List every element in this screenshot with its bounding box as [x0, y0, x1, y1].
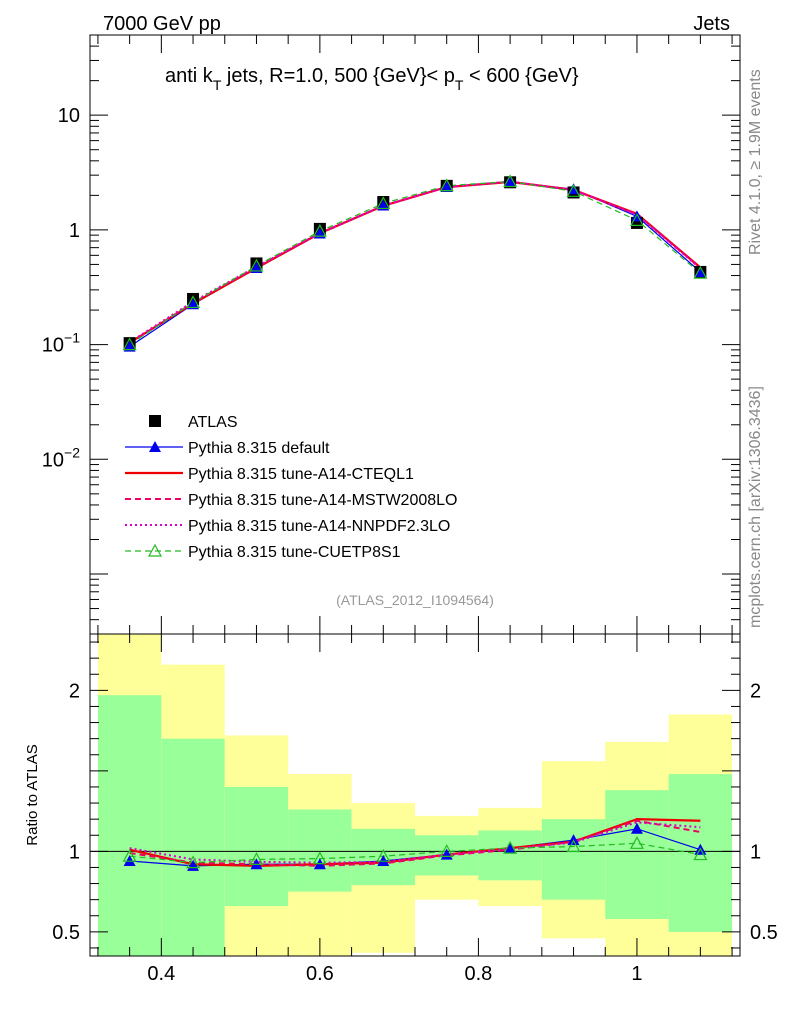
- main-point-cuetp8s1: [376, 196, 391, 210]
- ratio-y-tick-label: 2: [69, 680, 80, 702]
- ratio-point-cuetp8s1: [503, 840, 518, 854]
- y-tick-label: 10−2: [42, 444, 80, 471]
- ratio-point-cuetp8s1: [186, 855, 201, 869]
- title-part-a: anti k: [165, 65, 214, 87]
- main-point-cuetp8s1: [693, 265, 708, 279]
- ratio-y-tick-label: 1: [69, 841, 80, 863]
- ratio-point-default: [377, 855, 390, 867]
- title-sub-b: T: [455, 77, 464, 93]
- band-inner: [224, 786, 289, 907]
- ratio-point-cuetp8s1: [629, 836, 644, 849]
- main-point-cuetp8s1: [629, 213, 644, 226]
- title-sub-a: T: [213, 77, 222, 93]
- main-point-cuetp8s1: [249, 258, 264, 272]
- x-tick-label: 0.8: [465, 963, 493, 985]
- title-part-c: < 600 {GeV}: [463, 65, 578, 87]
- ratio-point-cuetp8s1: [566, 839, 581, 853]
- ratio-ylabel: Ratio to ATLAS: [24, 744, 41, 845]
- legend-label-atlas: ATLAS: [188, 414, 238, 431]
- main-point-default: [123, 340, 136, 352]
- rivet-label: Rivet 4.1.0, ≥ 1.9M events: [747, 69, 764, 255]
- ratio-point-default: [250, 858, 263, 870]
- legend-label-cuetp8s1: Pythia 8.315 tune-CUETP8S1: [188, 544, 401, 561]
- legend: ATLAS Pythia 8.315 default Pythia 8.315 tu…: [125, 414, 457, 561]
- main-panel: 10 1 10−1 10−2: [42, 34, 740, 635]
- ratio-line-cuetp8s1: [129, 842, 701, 864]
- analysis-id: (ATLAS_2012_I1094564): [336, 592, 494, 608]
- main-point-default: [377, 199, 390, 211]
- main-point-cuetp8s1: [503, 174, 518, 188]
- ratio-y-tick-label-right: 0.5: [750, 922, 778, 944]
- x-tick-label: 1: [631, 963, 642, 985]
- main-point-default: [504, 175, 517, 187]
- ratio-point-cuetp8s1: [439, 844, 454, 857]
- ratio-point-cuetp8s1: [376, 848, 391, 862]
- mcplots-label: mcplots.cern.ch [arXiv:1306.3436]: [747, 386, 764, 628]
- ratio-point-cuetp8s1: [312, 851, 327, 865]
- main-point-cuetp8s1: [439, 178, 454, 192]
- band-inner: [288, 809, 352, 892]
- ratio-y-tick-label: 0.5: [52, 922, 80, 944]
- ratio-point-default: [630, 822, 643, 834]
- main-point-default: [694, 265, 707, 277]
- band-inner: [97, 695, 162, 956]
- main-point-default: [250, 262, 263, 274]
- y-tick-label: 10−1: [42, 330, 80, 357]
- ratio-point-cuetp8s1: [249, 852, 264, 866]
- title-part-b: jets, R=1.0, 500 {GeV}< p: [221, 65, 455, 87]
- legend-marker-cuetp8s1: [147, 543, 163, 557]
- main-point-cuetp8s1: [566, 184, 581, 197]
- main-point-cuetp8s1: [122, 337, 137, 351]
- y-tick-label: 1: [69, 220, 80, 242]
- legend-label-cteql1: Pythia 8.315 tune-A14-CTEQL1: [188, 466, 414, 483]
- ratio-panel: 2 2 1 1 0.5 0.5 0.4 0.6 0.8 1: [52, 634, 778, 985]
- x-tick-label: 0.4: [147, 963, 175, 985]
- header-left: 7000 GeV pp: [103, 13, 221, 35]
- band-inner: [161, 738, 225, 956]
- x-tick-label: 0.6: [306, 963, 334, 985]
- ratio-point-cuetp8s1: [693, 847, 708, 861]
- main-point-cuetp8s1: [312, 223, 327, 237]
- main-line-nnpdf: [129, 180, 702, 344]
- main-point-cuetp8s1: [186, 295, 201, 309]
- header-right: Jets: [693, 13, 730, 35]
- ratio-point-default: [504, 842, 517, 854]
- ratio-y-tick-label-right: 2: [750, 680, 761, 702]
- ratio-point-default: [123, 855, 136, 867]
- band-inner: [541, 819, 606, 900]
- y-tick-label: 10: [58, 105, 80, 127]
- main-point-default: [187, 298, 200, 310]
- ratio-frame: [89, 633, 741, 957]
- legend-label-mstw: Pythia 8.315 tune-A14-MSTW2008LO: [188, 492, 457, 509]
- band-inner: [478, 830, 542, 881]
- main-line-cuetp8s1: [129, 180, 701, 346]
- legend-marker-atlas: [149, 415, 161, 427]
- band-inner: [605, 790, 669, 919]
- legend-label-nnpdf: Pythia 8.315 tune-A14-NNPDF2.3LO: [188, 518, 450, 535]
- legend-marker-default: [149, 441, 161, 452]
- plot-title: anti kT jets, R=1.0, 500 {GeV}< pT < 600…: [165, 65, 579, 93]
- ratio-y-tick-label-right: 1: [750, 841, 761, 863]
- legend-label-default: Pythia 8.315 default: [188, 440, 330, 457]
- ratio-point-cuetp8s1: [122, 848, 137, 862]
- main-point-default: [440, 180, 453, 192]
- ratio-line-mstw: [129, 819, 701, 867]
